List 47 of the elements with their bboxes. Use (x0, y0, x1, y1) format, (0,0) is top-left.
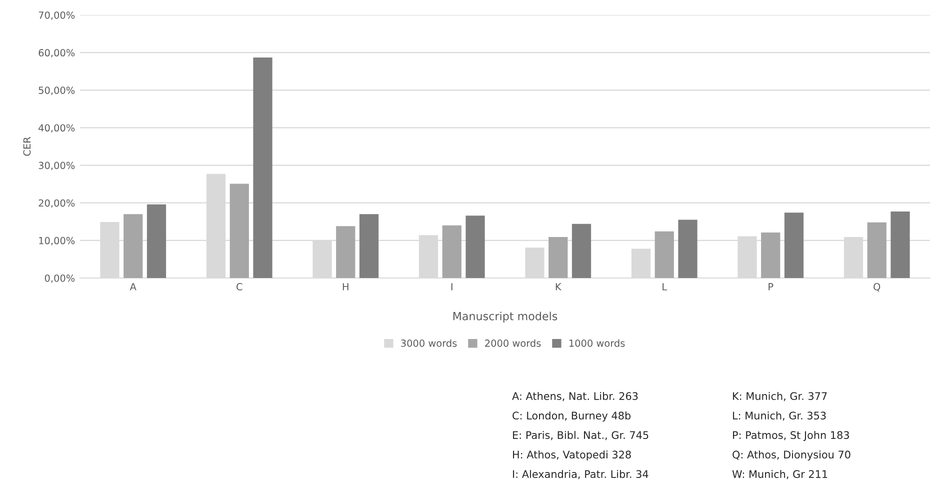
bar (124, 214, 143, 278)
bar (466, 216, 485, 278)
bar (253, 57, 272, 278)
y-tick-label: 0,00% (44, 274, 75, 283)
bar (572, 224, 592, 278)
y-tick-label: 50,00% (38, 86, 75, 95)
bar (442, 225, 462, 278)
text: C: London, Burney 48b (512, 411, 631, 422)
text: A: Athens, Nat. Libr. 263 (512, 392, 638, 402)
bar (654, 231, 674, 278)
y-tick-label: 70,00% (38, 11, 75, 20)
bar (548, 237, 568, 278)
text: K: Munich, Gr. 377 (733, 392, 827, 402)
y-tick-label: 60,00% (38, 49, 75, 58)
x-tick-label: K (556, 283, 562, 290)
bar (146, 204, 166, 278)
x-tick-label: C (236, 283, 242, 290)
text: L: Munich, Gr. 353 (733, 411, 826, 421)
y-axis-title: CER (23, 136, 31, 156)
bar (867, 222, 886, 278)
text: H: Athos, Vatopedi 328 (513, 450, 631, 461)
text: W: Munich, Gr 211 (732, 470, 828, 480)
x-axis-title: Manuscript models (453, 312, 558, 322)
x-tick-label: P (768, 283, 774, 290)
legend-label: 2000 words (485, 339, 541, 347)
legend-label: 3000 words (401, 339, 457, 347)
bar (359, 214, 379, 278)
text: Q: Athos, Dionysiou 70 (732, 450, 850, 461)
x-tick-label: H (342, 283, 348, 290)
y-tick-label: 10,00% (39, 236, 75, 246)
bar (678, 220, 698, 278)
y-tick-label: 40,00% (38, 124, 75, 133)
x-tick-label: A (130, 283, 136, 290)
y-tick-label: 20,00% (38, 199, 75, 208)
x-tick-label: L (662, 283, 668, 290)
bar (336, 226, 356, 278)
bar (784, 212, 804, 278)
bar (230, 184, 249, 278)
legend-label: 1000 words (569, 339, 625, 347)
bar (761, 232, 780, 278)
text: I: Alexandria, Patr. Libr. 34 (513, 470, 648, 480)
text: P: Patmos, St John 183 (733, 430, 849, 441)
text: E: Paris, Bibl. Nat., Gr. 745 (513, 430, 648, 440)
x-tick-label: I (451, 283, 452, 290)
y-tick-label: 30,00% (38, 162, 75, 170)
x-tick-label: Q (874, 283, 880, 292)
bar (890, 212, 910, 278)
